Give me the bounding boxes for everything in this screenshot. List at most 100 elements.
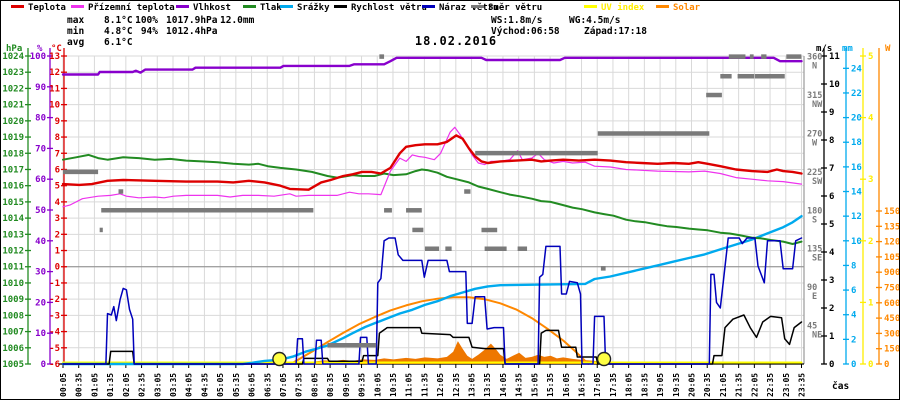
series-n-raz-v-tru (62, 237, 803, 365)
stat-sunrise: Východ:06:58 (491, 26, 560, 37)
legend-label: Teplota (28, 3, 66, 13)
legend-item-4: Tlak (243, 3, 282, 13)
legend-item-9: UV index (584, 3, 644, 13)
svg-text:45: 45 (807, 322, 817, 332)
legend-item-5: Srážky (280, 3, 330, 13)
svg-text:6: 6 (829, 192, 834, 202)
svg-text:1015: 1015 (2, 198, 24, 208)
svg-text:8: 8 (829, 136, 834, 146)
svg-text:14:05: 14:05 (499, 373, 508, 397)
series-tlak (62, 153, 803, 245)
svg-text:90: 90 (807, 283, 817, 293)
series-solar (308, 341, 614, 364)
y-axis-uv: 5 4 3 2 1 0 (860, 48, 874, 370)
svg-text:20:35: 20:35 (703, 373, 712, 397)
svg-text:1: 1 (868, 298, 873, 308)
svg-text:hPa: hPa (6, 44, 22, 54)
svg-text:-2: -2 (49, 295, 60, 305)
svg-text:20: 20 (35, 298, 46, 308)
svg-text:3: 3 (829, 276, 834, 286)
svg-text:0: 0 (851, 360, 856, 370)
svg-text:24: 24 (851, 64, 862, 74)
svg-text:00:05: 00:05 (59, 373, 68, 397)
svg-text:5: 5 (829, 220, 834, 230)
legend-item-1: Teplota (11, 3, 66, 13)
legend-swatch (71, 5, 84, 8)
legend-label: Náraz větru (439, 3, 499, 13)
svg-text:1013: 1013 (2, 230, 24, 240)
svg-text:80: 80 (35, 114, 46, 124)
legend-label: Srážky (297, 3, 330, 13)
x-axis: 00:05 00:35 01:05 01:35 02:05 02:35 03:05 03:35… (59, 363, 807, 397)
svg-text:1022: 1022 (2, 84, 24, 94)
legend-swatch (176, 5, 189, 8)
svg-text:5: 5 (55, 182, 60, 192)
svg-text:10: 10 (35, 329, 46, 339)
svg-text:11: 11 (829, 52, 840, 62)
svg-text:23:05: 23:05 (782, 373, 791, 397)
svg-text:13:35: 13:35 (483, 373, 492, 397)
svg-text:450: 450 (884, 314, 899, 324)
svg-text:-5: -5 (49, 344, 60, 354)
stat-max-label: max (67, 15, 85, 26)
svg-text:%: % (37, 44, 43, 54)
legend-label: UV index (601, 3, 645, 13)
svg-text:21:05: 21:05 (719, 373, 728, 397)
svg-text:1200: 1200 (884, 238, 899, 248)
svg-text:09:35: 09:35 (358, 373, 367, 397)
legend-swatch (422, 5, 435, 8)
svg-text:19:05: 19:05 (656, 373, 665, 397)
legend-label: Tlak (260, 3, 282, 13)
svg-text:02:05: 02:05 (122, 373, 131, 397)
svg-text:11:35: 11:35 (420, 373, 429, 397)
svg-text:0: 0 (868, 360, 873, 370)
svg-text:1012: 1012 (2, 247, 24, 257)
svg-text:12:05: 12:05 (436, 373, 445, 397)
svg-text:900: 900 (884, 268, 899, 278)
sun-markers (272, 351, 612, 367)
stat-min-temp: 4.8°C (104, 26, 133, 37)
svg-text:10:05: 10:05 (373, 373, 382, 397)
svg-text:10: 10 (49, 101, 60, 111)
series-solar-max (289, 296, 590, 365)
legend-item-8: Směr větru (471, 3, 542, 13)
svg-text:0: 0 (884, 360, 889, 370)
svg-text:07:05: 07:05 (279, 373, 288, 397)
svg-text:18:35: 18:35 (640, 373, 649, 397)
svg-text:03:35: 03:35 (169, 373, 178, 397)
svg-text:16: 16 (851, 163, 862, 173)
stat-avg-temp: 6.1°C (104, 37, 133, 48)
svg-text:60: 60 (35, 175, 46, 185)
legend-swatch (334, 5, 347, 8)
svg-text:01:35: 01:35 (106, 373, 115, 397)
svg-text:50: 50 (35, 206, 46, 216)
svg-text:7: 7 (829, 164, 834, 174)
svg-text:W: W (885, 44, 891, 54)
svg-text:23:35: 23:35 (798, 373, 807, 397)
svg-text:m/s: m/s (816, 44, 832, 54)
svg-text:180: 180 (807, 206, 822, 216)
svg-text:4: 4 (851, 311, 857, 321)
legend-label: Směr větru (488, 3, 543, 13)
svg-text:1009: 1009 (2, 295, 24, 305)
svg-text:12: 12 (49, 68, 60, 78)
stat-min-label: min (67, 26, 85, 37)
svg-text:1350: 1350 (884, 222, 899, 232)
legend-item-6: Rychlost větru (334, 3, 427, 13)
series-vlhkost (61, 56, 803, 76)
svg-text:-6: -6 (49, 360, 60, 370)
series-sr-ky (61, 214, 803, 366)
svg-text:07:35: 07:35 (295, 373, 304, 397)
svg-text:19:35: 19:35 (672, 373, 681, 397)
svg-text:-3: -3 (49, 311, 60, 321)
svg-text:1: 1 (829, 332, 834, 342)
svg-text:360: 360 (807, 53, 822, 63)
stat-wind-gust-max: WG:4.5m/s (569, 15, 621, 26)
stat-sunset: Západ:17:18 (584, 26, 647, 37)
svg-text:135: 135 (807, 245, 822, 255)
svg-text:00:35: 00:35 (75, 373, 84, 397)
svg-text:05:05: 05:05 (216, 373, 225, 397)
svg-text:1019: 1019 (2, 133, 24, 143)
